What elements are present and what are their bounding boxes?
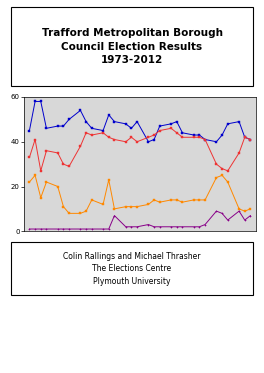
FancyBboxPatch shape [11,242,253,295]
FancyBboxPatch shape [11,7,253,86]
Text: Colin Rallings and Michael Thrasher
The Elections Centre
Plymouth University: Colin Rallings and Michael Thrasher The … [63,251,201,286]
Text: Trafford Metropolitan Borough
Council Election Results
1973-2012: Trafford Metropolitan Borough Council El… [41,28,223,65]
